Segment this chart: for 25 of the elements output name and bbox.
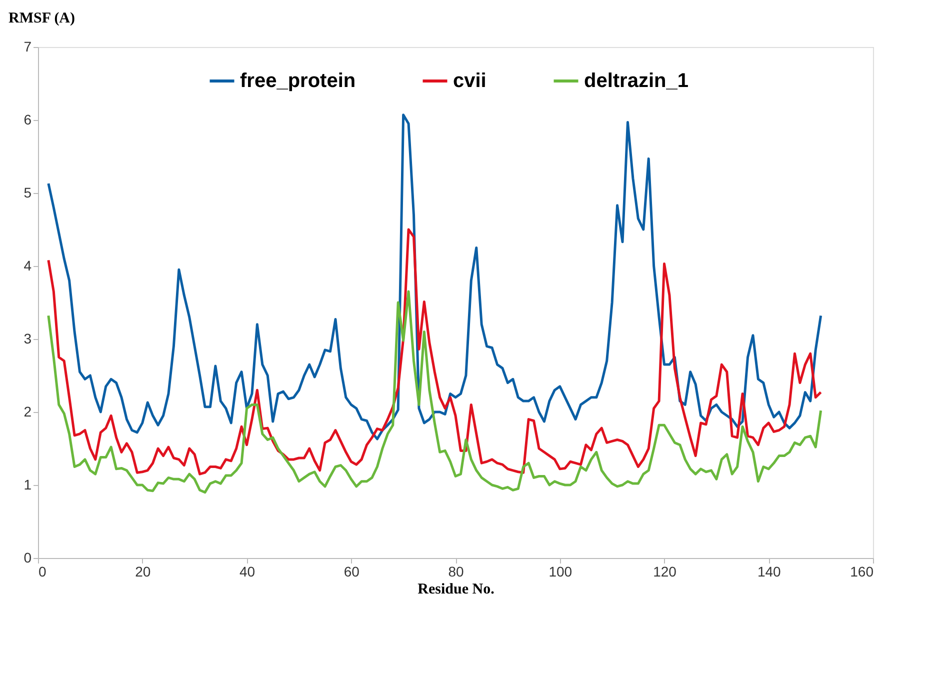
- x-tick-label: 140: [757, 564, 782, 580]
- x-tick-label: 20: [135, 564, 151, 580]
- line-series: [47, 228, 822, 476]
- y-tick-label: 7: [24, 38, 32, 54]
- x-tick-label: 160: [850, 564, 874, 580]
- legend-label: deltrazin_1: [584, 70, 688, 92]
- x-axis-title: Residue No.: [418, 582, 495, 598]
- y-tick-label: 0: [24, 550, 32, 566]
- legend-label: cvii: [453, 70, 486, 92]
- x-tick-label: 100: [548, 564, 572, 580]
- y-tick-label: 1: [24, 476, 32, 492]
- line-series: [47, 290, 822, 494]
- x-tick-label: 80: [448, 564, 464, 580]
- y-tick-label: 5: [24, 184, 32, 200]
- x-tick-label: 120: [653, 564, 677, 580]
- y-tick-label: 6: [24, 112, 32, 128]
- line-series: [47, 114, 822, 440]
- legend-label: free_protein: [240, 70, 356, 92]
- x-tick-label: 60: [344, 564, 360, 580]
- y-tick-label: 4: [24, 258, 32, 274]
- y-tick-label: 3: [24, 330, 32, 346]
- x-tick-label: 40: [239, 564, 256, 580]
- y-axis-title: RMSF (A): [8, 10, 76, 26]
- y-tick-label: 2: [24, 404, 32, 420]
- x-tick-label: 0: [38, 564, 46, 580]
